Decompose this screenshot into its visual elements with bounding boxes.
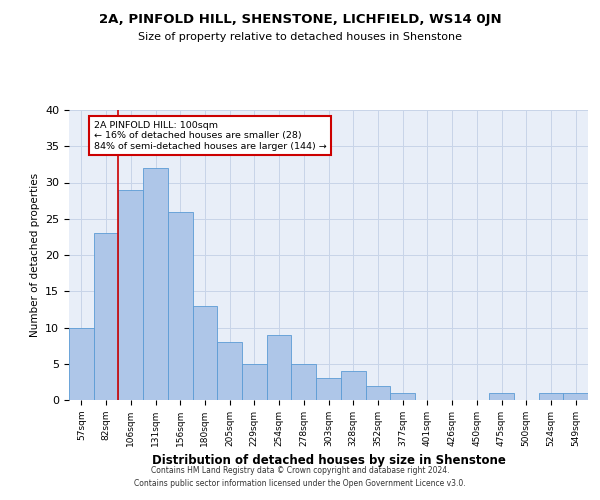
Bar <box>143 168 168 400</box>
Bar <box>489 393 514 400</box>
Bar <box>539 393 563 400</box>
Bar <box>292 364 316 400</box>
Y-axis label: Number of detached properties: Number of detached properties <box>29 173 40 337</box>
Bar <box>267 335 292 400</box>
Bar <box>94 233 118 400</box>
Text: Contains HM Land Registry data © Crown copyright and database right 2024.
Contai: Contains HM Land Registry data © Crown c… <box>134 466 466 487</box>
Bar <box>390 393 415 400</box>
Bar <box>168 212 193 400</box>
Bar <box>316 378 341 400</box>
Text: 2A PINFOLD HILL: 100sqm
← 16% of detached houses are smaller (28)
84% of semi-de: 2A PINFOLD HILL: 100sqm ← 16% of detache… <box>94 121 326 150</box>
Text: 2A, PINFOLD HILL, SHENSTONE, LICHFIELD, WS14 0JN: 2A, PINFOLD HILL, SHENSTONE, LICHFIELD, … <box>98 12 502 26</box>
Bar <box>193 306 217 400</box>
Bar <box>118 190 143 400</box>
X-axis label: Distribution of detached houses by size in Shenstone: Distribution of detached houses by size … <box>152 454 505 468</box>
Bar <box>69 328 94 400</box>
Text: Size of property relative to detached houses in Shenstone: Size of property relative to detached ho… <box>138 32 462 42</box>
Bar <box>242 364 267 400</box>
Bar <box>365 386 390 400</box>
Bar <box>563 393 588 400</box>
Bar <box>341 371 365 400</box>
Bar <box>217 342 242 400</box>
